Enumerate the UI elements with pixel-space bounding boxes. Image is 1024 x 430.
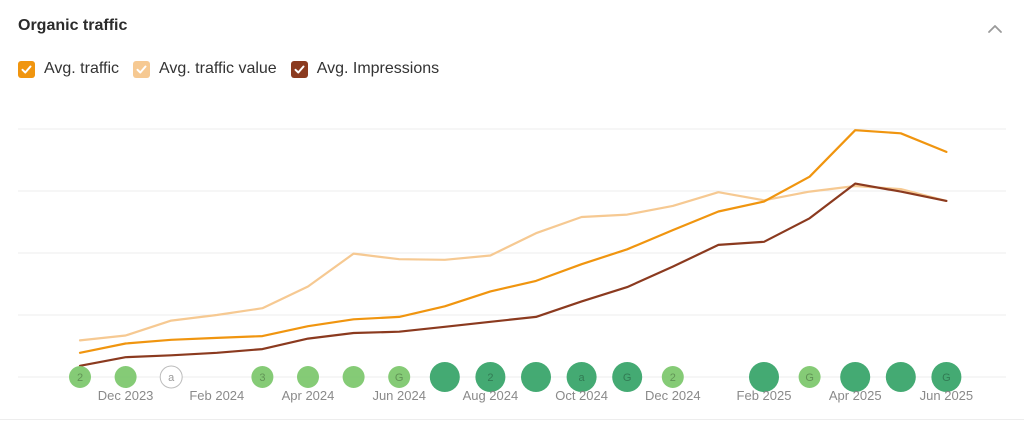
legend-item-avg-traffic[interactable]: Avg. traffic xyxy=(18,60,119,78)
legend-item-avg-impressions[interactable]: Avg. Impressions xyxy=(290,60,440,78)
annotation-marker[interactable] xyxy=(429,362,460,392)
annotation-marker[interactable] xyxy=(475,362,506,392)
annotation-marker[interactable] xyxy=(885,362,916,392)
series-line-avg-traffic xyxy=(78,129,948,354)
annotation-marker[interactable] xyxy=(566,362,597,392)
line-chart: 2 a 3 G 2 a G 2 G G Dec 2023 Feb 2024 Apr 2024 Jun 20… xyxy=(18,128,1006,403)
series-line-avg-impressions xyxy=(78,182,948,367)
chevron-up-icon xyxy=(988,25,1002,33)
chart-legend: Avg. traffic Avg. traffic value Avg. Imp… xyxy=(18,60,439,78)
annotation-label: a xyxy=(579,372,586,384)
collapse-panel-button[interactable] xyxy=(984,18,1006,40)
annotation-marker[interactable] xyxy=(931,362,962,392)
annotation-marker[interactable] xyxy=(798,366,821,388)
x-tick-label: Oct 2024 xyxy=(555,388,608,403)
annotation-label: 2 xyxy=(77,372,83,384)
annotation-marker[interactable] xyxy=(69,366,91,388)
x-tick-label: Jun 2024 xyxy=(372,388,426,403)
annotation-marker[interactable] xyxy=(342,366,365,388)
annotation-label: G xyxy=(395,372,404,384)
legend-label: Avg. Impressions xyxy=(316,60,440,77)
x-tick-label: Feb 2025 xyxy=(737,388,792,403)
checkbox-checked-icon[interactable] xyxy=(18,60,35,78)
annotation-marker[interactable] xyxy=(159,365,183,389)
annotation-marker[interactable] xyxy=(388,366,411,388)
annotation-marker[interactable] xyxy=(749,362,779,392)
series-line-avg-traffic-value xyxy=(78,184,948,342)
checkbox-checked-icon[interactable] xyxy=(290,60,308,78)
annotation-label: G xyxy=(623,372,632,384)
annotation-marker[interactable] xyxy=(114,366,137,388)
x-tick-label: Apr 2024 xyxy=(282,388,335,403)
annotation-marker[interactable] xyxy=(251,366,274,388)
x-tick-label: Dec 2024 xyxy=(645,388,701,403)
x-tick-label: Feb 2024 xyxy=(189,388,244,403)
x-tick-label: Dec 2023 xyxy=(98,388,154,403)
annotation-label: G xyxy=(805,372,814,384)
annotation-label: 2 xyxy=(670,372,676,384)
annotation-label: a xyxy=(168,372,175,384)
checkbox-checked-icon[interactable] xyxy=(133,60,150,78)
annotation-marker[interactable] xyxy=(297,366,319,388)
annotation-label: 2 xyxy=(487,372,493,384)
annotation-label: G xyxy=(942,372,951,384)
legend-label: Avg. traffic xyxy=(44,60,119,77)
organic-traffic-panel: Organic traffic Avg. traffic Avg. traffi… xyxy=(18,17,1006,403)
panel-divider xyxy=(0,419,1024,420)
legend-label: Avg. traffic value xyxy=(159,60,277,77)
x-tick-label: Apr 2025 xyxy=(829,388,882,403)
legend-item-avg-traffic-value[interactable]: Avg. traffic value xyxy=(133,60,277,78)
annotation-marker[interactable] xyxy=(661,366,684,388)
x-tick-label: Aug 2024 xyxy=(463,388,519,403)
annotation-marker[interactable] xyxy=(612,362,643,392)
panel-title: Organic traffic xyxy=(18,17,128,34)
annotation-label: 3 xyxy=(259,372,265,384)
annotation-marker[interactable] xyxy=(521,362,551,392)
annotation-marker[interactable] xyxy=(840,362,871,392)
x-tick-label: Jun 2025 xyxy=(920,388,974,403)
